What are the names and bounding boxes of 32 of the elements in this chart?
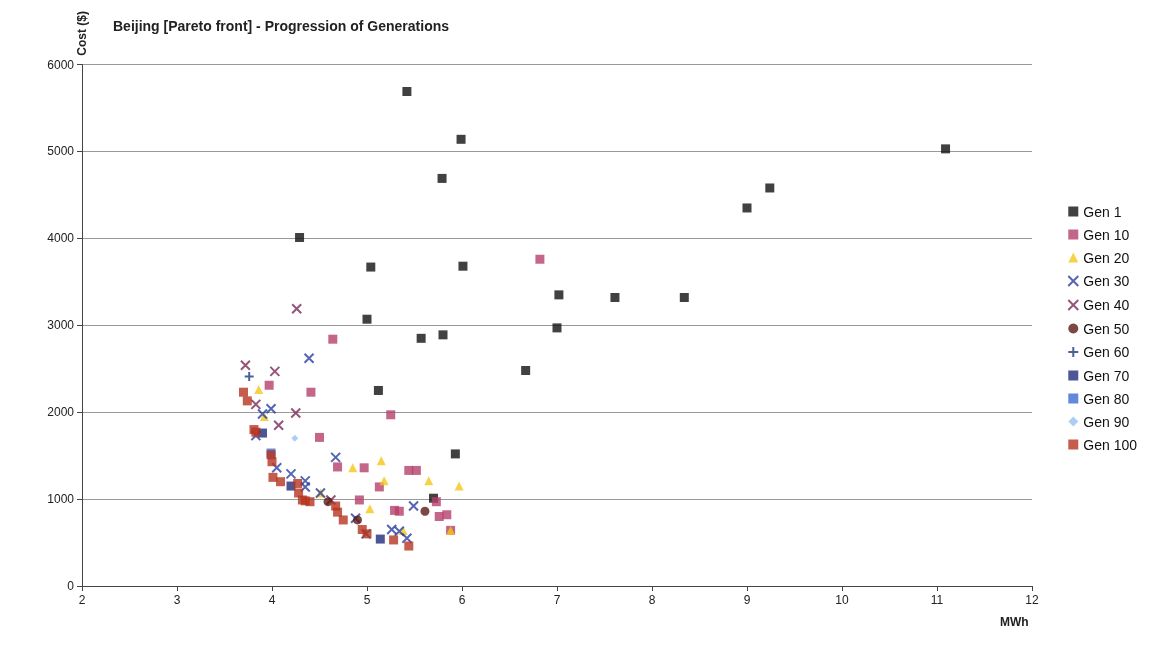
legend-label: Gen 60 <box>1083 344 1130 360</box>
y-tick-label: 5000 <box>47 144 75 159</box>
y-tick-label: 1000 <box>47 492 75 507</box>
x-tick-label: 8 <box>648 593 656 607</box>
x-tick-label: 11 <box>930 593 944 607</box>
legend-label: Gen 20 <box>1083 249 1130 266</box>
y-tick-label: 0 <box>67 579 75 593</box>
x-tick-label: 12 <box>1025 593 1039 607</box>
y-tick-label: 6000 <box>47 57 75 72</box>
x-tick-label: 9 <box>743 593 751 607</box>
legend-label: Gen 10 <box>1083 226 1130 243</box>
y-tick-label: 4000 <box>47 231 75 246</box>
y-axis-title: Cost ($) <box>75 11 89 56</box>
chart-title: Beijing [Pareto front] - Progression of Generations <box>113 18 450 34</box>
x-axis-title: MWh <box>1000 615 1029 629</box>
x-tick-label: 7 <box>553 593 561 607</box>
legend-label: Gen 1 <box>1083 203 1122 220</box>
legend-label: Gen 30 <box>1083 273 1130 289</box>
x-tick-label: 10 <box>835 593 849 607</box>
y-tick-label: 3000 <box>47 318 75 333</box>
legend-label: Gen 90 <box>1083 413 1130 430</box>
legend-label: Gen 50 <box>1083 320 1130 337</box>
y-tick-label: 2000 <box>47 405 75 420</box>
x-tick-label: 5 <box>363 593 371 607</box>
x-tick-label: 2 <box>78 593 86 607</box>
x-tick-label: 4 <box>268 593 276 607</box>
legend-label: Gen 80 <box>1083 390 1130 407</box>
legend-label: Gen 70 <box>1083 367 1130 384</box>
x-tick-label: 6 <box>458 593 466 607</box>
x-tick-label: 3 <box>173 593 181 607</box>
legend-label: Gen 100 <box>1083 436 1138 453</box>
legend-label: Gen 40 <box>1083 297 1130 313</box>
